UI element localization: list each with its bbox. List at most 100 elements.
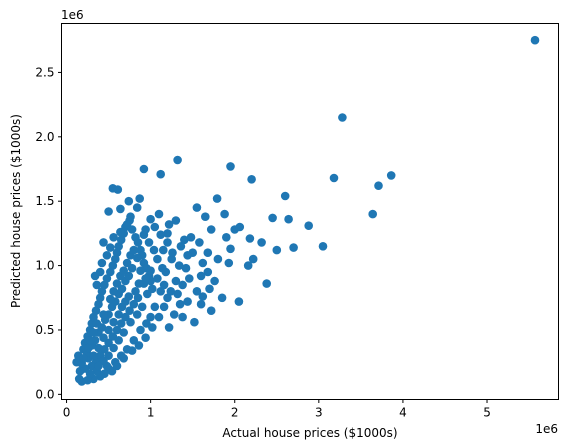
scatter-point [109, 287, 118, 296]
x-tick-label: 4 [399, 406, 407, 420]
scatter-point [85, 336, 95, 345]
scatter-point [119, 328, 128, 337]
scatter-point [146, 312, 155, 322]
scatter-point [198, 292, 208, 301]
scatter-point [217, 293, 227, 303]
scatter-point [205, 284, 214, 294]
y-tick-label: 1.0 [35, 259, 54, 273]
scatter-point [224, 258, 234, 268]
scatter-point [92, 319, 102, 328]
scatter-point [158, 263, 167, 273]
scatter-point [102, 251, 112, 260]
scatter-point [124, 196, 134, 206]
scatter-point [222, 233, 231, 242]
scatter-point [164, 220, 174, 229]
scatter-point [262, 279, 272, 288]
x-tick-label: 1 [147, 406, 155, 420]
scatter-point [368, 209, 378, 219]
scatter-point [136, 266, 145, 276]
scatter-point [108, 261, 118, 270]
scatter-point [206, 306, 216, 316]
scatter-point [248, 254, 258, 264]
scatter-point [245, 234, 255, 243]
scatter-point [129, 245, 139, 255]
scatter-point [131, 287, 140, 296]
scatter-point [116, 227, 125, 237]
scatter-point [234, 297, 244, 306]
scatter-point [126, 317, 135, 327]
scatter-point [284, 214, 293, 224]
scatter-point [163, 229, 172, 238]
scatter-point [119, 354, 128, 363]
scatter-point [129, 299, 139, 309]
scatter-point [102, 274, 112, 283]
scatter-point [338, 113, 347, 122]
scatter-point [112, 325, 122, 335]
scatter-point [134, 279, 144, 288]
scatter-point [235, 222, 245, 232]
scatter-point [173, 155, 182, 165]
scatter-point [133, 238, 143, 247]
scatter-point [173, 289, 182, 299]
scatter-point [104, 325, 113, 335]
scatter-point [141, 274, 150, 283]
scatter-point [146, 214, 155, 224]
y-axis-label: Predicted house prices ($1000s) [9, 114, 23, 308]
scatter-point [153, 254, 162, 264]
scatter-point [150, 222, 160, 232]
scatter-point [79, 354, 88, 363]
scatter-point [126, 212, 135, 221]
scatter-point [181, 263, 191, 273]
scatter-point [257, 238, 266, 247]
scatter-point [166, 287, 176, 296]
x-tick-label: 0 [63, 406, 71, 420]
scatter-point [272, 245, 282, 255]
scatter-point [156, 230, 165, 239]
scatter-point [175, 299, 185, 309]
y-tick-label: 2.0 [35, 130, 54, 144]
scatter-point [104, 207, 113, 216]
scatter-point [97, 258, 107, 268]
scatter-point [196, 299, 206, 309]
scatter-point [168, 248, 177, 257]
scatter-point [171, 216, 181, 225]
scatter-point [133, 293, 143, 303]
scatter-point [171, 276, 181, 286]
scatter-point [122, 258, 132, 268]
scatter-point [143, 289, 152, 299]
scatter-point [89, 351, 98, 361]
scatter-point [374, 181, 383, 190]
scatter-point [167, 254, 176, 264]
scatter-point [116, 319, 126, 328]
scatter-point [176, 242, 186, 251]
scatter-point [243, 261, 253, 270]
scatter-point [163, 238, 172, 247]
scatter-point [304, 221, 314, 230]
scatter-point [109, 343, 118, 353]
scatter-point [150, 302, 160, 312]
scatter-point [146, 266, 155, 276]
scatter-point [178, 280, 187, 290]
scatter-point [210, 276, 219, 286]
scatter-point [99, 310, 108, 319]
x-tick-label: 5 [483, 406, 491, 420]
scatter-point [206, 225, 216, 234]
scatter-point [109, 233, 118, 242]
scatter-point [180, 235, 189, 245]
scatter-point [159, 302, 169, 312]
scatter-point [99, 238, 108, 247]
scatter-point [247, 175, 256, 184]
scatter-point [144, 238, 154, 247]
scatter-point [153, 274, 162, 283]
scatter-point [212, 194, 222, 203]
x-offset-label: 1e6 [535, 422, 558, 436]
scatter-point [318, 242, 328, 251]
scatter-point [201, 212, 210, 221]
scatter-point [106, 294, 115, 304]
scatter-point [163, 293, 172, 303]
scatter-point [156, 169, 165, 179]
scatter-point [92, 280, 102, 290]
scatter-point [135, 194, 144, 203]
scatter-point [203, 248, 213, 257]
